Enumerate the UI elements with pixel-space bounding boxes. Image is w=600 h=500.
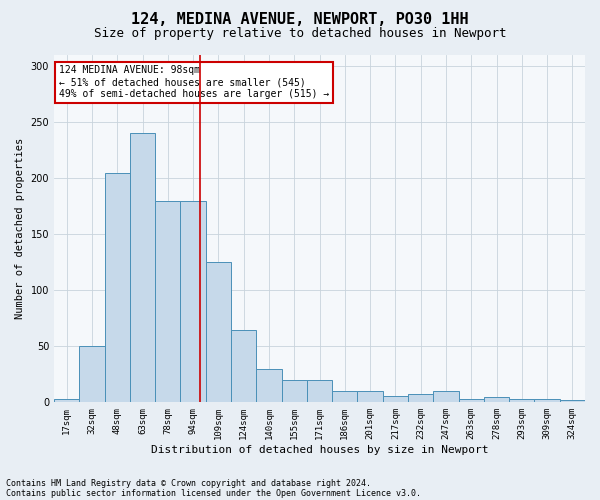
- Bar: [458, 399, 484, 402]
- Text: Size of property relative to detached houses in Newport: Size of property relative to detached ho…: [94, 28, 506, 40]
- Bar: [509, 399, 535, 402]
- Bar: [560, 400, 585, 402]
- Bar: [231, 330, 256, 402]
- Bar: [79, 346, 104, 403]
- Bar: [281, 380, 307, 402]
- Bar: [54, 399, 79, 402]
- Bar: [358, 391, 383, 402]
- Bar: [181, 200, 206, 402]
- Text: 124, MEDINA AVENUE, NEWPORT, PO30 1HH: 124, MEDINA AVENUE, NEWPORT, PO30 1HH: [131, 12, 469, 28]
- Y-axis label: Number of detached properties: Number of detached properties: [15, 138, 25, 320]
- X-axis label: Distribution of detached houses by size in Newport: Distribution of detached houses by size …: [151, 445, 488, 455]
- Text: Contains HM Land Registry data © Crown copyright and database right 2024.: Contains HM Land Registry data © Crown c…: [6, 478, 371, 488]
- Bar: [307, 380, 332, 402]
- Bar: [155, 200, 181, 402]
- Bar: [332, 391, 358, 402]
- Bar: [408, 394, 433, 402]
- Bar: [433, 391, 458, 402]
- Bar: [535, 399, 560, 402]
- Bar: [206, 262, 231, 402]
- Bar: [130, 134, 155, 402]
- Bar: [256, 368, 281, 402]
- Bar: [484, 396, 509, 402]
- Text: 124 MEDINA AVENUE: 98sqm
← 51% of detached houses are smaller (545)
49% of semi-: 124 MEDINA AVENUE: 98sqm ← 51% of detach…: [59, 66, 329, 98]
- Text: Contains public sector information licensed under the Open Government Licence v3: Contains public sector information licen…: [6, 488, 421, 498]
- Bar: [104, 172, 130, 402]
- Bar: [383, 396, 408, 402]
